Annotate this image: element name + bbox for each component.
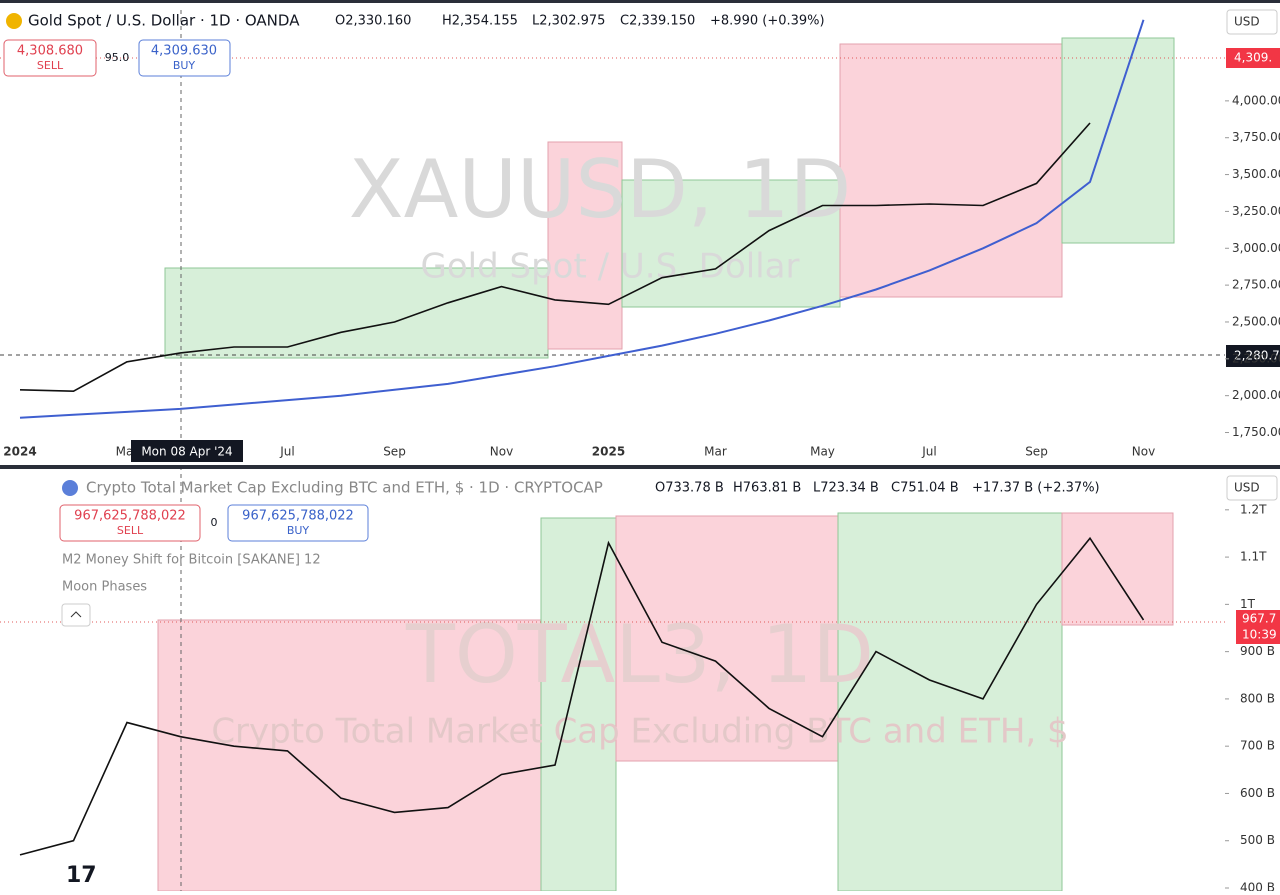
y-tick-label: 700 B bbox=[1240, 739, 1275, 753]
currency: USD bbox=[1234, 481, 1260, 495]
x-tick-label: May bbox=[810, 445, 835, 459]
sell-label: SELL bbox=[117, 524, 144, 537]
y-tick-label: 4,000.000 bbox=[1232, 93, 1280, 107]
logo: 𝟭𝟳 bbox=[66, 863, 97, 888]
y-tick-label: 500 B bbox=[1240, 833, 1275, 847]
price-tag-text: 4,309. bbox=[1234, 51, 1272, 65]
symbol-title: Crypto Total Market Cap Excluding BTC an… bbox=[86, 479, 603, 497]
y-tick-label: 2,750.000 bbox=[1232, 278, 1280, 292]
x-tick-label: Sep bbox=[383, 445, 406, 459]
x-tick-label: 2025 bbox=[592, 445, 625, 459]
currency-button[interactable] bbox=[1226, 9, 1278, 35]
sell-button[interactable] bbox=[3, 39, 97, 77]
ohlc-change: +17.37 B (+2.37%) bbox=[972, 481, 1100, 496]
panel-separator bbox=[0, 465, 1280, 469]
line-tag bbox=[1226, 345, 1280, 367]
plots: 1,750.000 2,000.000 2,250.000 2,500.000 2,75… bbox=[3, 19, 1280, 895]
y-tick-label: 1.2T bbox=[1240, 502, 1267, 516]
indicator[interactable]: M2 Money Shift for Bitcoin [SAKANE] 12 bbox=[62, 553, 321, 568]
spread: 95.0 bbox=[105, 51, 130, 64]
sell-price: 967,625,788,022 bbox=[74, 509, 186, 524]
series-line bbox=[19, 19, 1145, 419]
top-boxes bbox=[164, 37, 1175, 359]
y-tick-label: 1.1T bbox=[1240, 550, 1267, 564]
y-tick-label: 1,750.000 bbox=[1232, 425, 1280, 439]
buy-price: 967,625,788,022 bbox=[242, 509, 354, 524]
collapse-button[interactable] bbox=[61, 603, 91, 627]
price-axis bbox=[1225, 469, 1280, 891]
y-tick-label: 800 B bbox=[1240, 691, 1275, 705]
buy-button[interactable] bbox=[138, 39, 231, 77]
y-tick-label: 3,000.000 bbox=[1232, 241, 1280, 255]
symbol-icon bbox=[62, 480, 78, 496]
y-tick-label: 2,500.000 bbox=[1232, 314, 1280, 328]
currency: USD bbox=[1234, 15, 1260, 29]
x-tick-label: Mar bbox=[704, 445, 727, 459]
y-tick-label: 2,000.000 bbox=[1232, 388, 1280, 402]
indicator[interactable]: Moon Phases bbox=[62, 580, 147, 595]
time-tag-text: 10:39 bbox=[1242, 628, 1277, 642]
x-tick-label: Jul bbox=[921, 445, 936, 459]
y-tick-label: 3,750.000 bbox=[1232, 130, 1280, 144]
top-border bbox=[0, 0, 1280, 3]
spread: 0 bbox=[211, 516, 218, 529]
price-axis bbox=[1225, 3, 1280, 465]
buy-label: BUY bbox=[173, 59, 196, 72]
x-tick-label: Nov bbox=[1132, 445, 1155, 459]
buy-button[interactable] bbox=[227, 504, 369, 542]
ohlc-change: +8.990 (+0.39%) bbox=[710, 14, 825, 29]
ohlc-low: L2,302.975 bbox=[532, 14, 605, 29]
x-tick-label: Nov bbox=[490, 445, 513, 459]
symbol-title: Gold Spot / U.S. Dollar · 1D · OANDA bbox=[28, 12, 300, 30]
series-line bbox=[19, 536, 1145, 856]
crosshair-label bbox=[131, 440, 243, 462]
line-tag-text: 2,280.7 bbox=[1234, 349, 1280, 363]
y-tick-label: 1T bbox=[1240, 597, 1256, 611]
sell-label: SELL bbox=[37, 59, 64, 72]
watermark: TOTAL3, 1D bbox=[405, 608, 874, 701]
x-tick-label: Jul bbox=[279, 445, 294, 459]
price-tag bbox=[1226, 48, 1280, 68]
y-tick-label: 3,500.000 bbox=[1232, 167, 1280, 181]
x-tick-label: Sep bbox=[1025, 445, 1048, 459]
buy-price: 4,309.630 bbox=[151, 44, 217, 59]
price-tag bbox=[1236, 610, 1280, 644]
y-tick-label: 3,250.000 bbox=[1232, 204, 1280, 218]
ohlc-open: O733.78 B bbox=[655, 481, 724, 496]
y-tick-label: 2,250.000 bbox=[1232, 351, 1280, 365]
ohlc-open: O2,330.160 bbox=[335, 14, 411, 29]
y-tick-label: 400 B bbox=[1240, 881, 1275, 892]
buy-label: BUY bbox=[287, 524, 310, 537]
sell-button[interactable] bbox=[59, 504, 201, 542]
x-tick-label: 2024 bbox=[3, 445, 36, 459]
y-tick-label: 600 B bbox=[1240, 786, 1275, 800]
currency-button[interactable] bbox=[1226, 475, 1278, 501]
symbol-icon bbox=[6, 13, 22, 29]
ohlc-high: H2,354.155 bbox=[442, 14, 518, 29]
collapse-icon bbox=[70, 611, 82, 618]
ohlc-high: H763.81 B bbox=[733, 481, 801, 496]
series-line bbox=[19, 122, 1091, 393]
watermark-sub: Gold Spot / U.S. Dollar bbox=[421, 247, 800, 287]
ohlc-low: L723.34 B bbox=[813, 481, 879, 496]
watermark-sub: Crypto Total Market Cap Excluding BTC an… bbox=[211, 712, 1068, 752]
price-tag-text: 967.7 bbox=[1242, 612, 1276, 626]
crosshair-label-text: Mon 08 Apr '24 bbox=[141, 445, 232, 459]
ohlc-close: C751.04 B bbox=[891, 481, 959, 496]
watermark: XAUUSD, 1D bbox=[349, 143, 851, 236]
bottom-boxes bbox=[157, 512, 1174, 892]
sell-price: 4,308.680 bbox=[17, 44, 83, 59]
y-tick-label: 900 B bbox=[1240, 644, 1275, 658]
ohlc-close: C2,339.150 bbox=[620, 14, 695, 29]
